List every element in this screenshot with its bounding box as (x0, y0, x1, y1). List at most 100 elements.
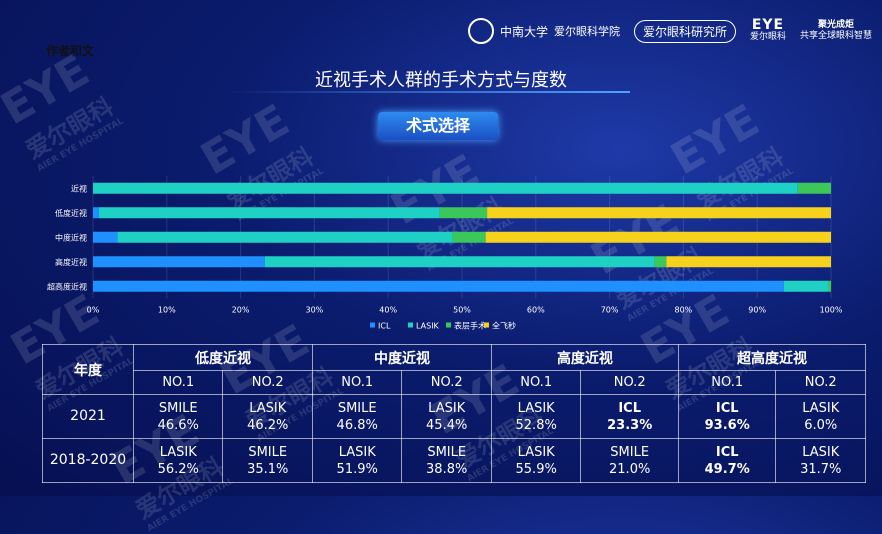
slogan-line2: 共享全球眼科智慧 (799, 31, 872, 41)
procedure-name: LASIK (517, 444, 555, 460)
bar-segment (783, 280, 829, 292)
x-tick-label: 80% (675, 306, 693, 315)
procedure-name: SMILE (248, 444, 288, 460)
procedure-percent: 23.3% (607, 417, 653, 433)
subheader-cell: NO.2 (775, 370, 866, 395)
procedure-percent: 35.1% (247, 461, 289, 477)
procedure-name: ICL (618, 400, 642, 416)
x-tick-label: 0% (87, 306, 100, 315)
bar-segment (264, 256, 655, 268)
page-title: 近视手术人群的手术方式与度数 (315, 70, 567, 91)
x-tick-label: 60% (527, 306, 545, 315)
table-cell: LASIK 31.7% (775, 438, 866, 483)
table-cell: LASIK 6.0% (775, 394, 866, 439)
table-cell: LASIK 45.4% (401, 394, 492, 439)
bar-segment (654, 256, 667, 268)
header-logos: 中南大学 爱尔眼科学院 爱尔眼科研究所 EYE 爱尔眼科 聚光成炬 共享全球眼科… (467, 17, 872, 44)
procedure-percent: 46.6% (157, 417, 199, 433)
subheader-cell: NO.2 (401, 370, 492, 395)
university-emblem-icon (467, 18, 494, 44)
school-name: 爱尔眼科学院 (553, 25, 620, 38)
y-category-label: 低度近视 (55, 208, 87, 218)
watermark-sub: AIER EYE HOSPITAL (145, 476, 236, 534)
table-cell: SMILE 35.1% (222, 438, 313, 483)
bar-segment (797, 182, 831, 194)
procedure-name: SMILE (427, 444, 467, 460)
x-tick-label: 90% (748, 306, 766, 315)
table-cell: SMILE 21.0% (580, 438, 679, 483)
x-tick-label: 10% (158, 306, 176, 315)
procedure-percent: 46.8% (336, 417, 378, 433)
year-header: 年度 (42, 344, 134, 395)
legend-swatch (484, 322, 489, 328)
subheader-cell: NO.1 (677, 370, 777, 395)
group-header: 低度近视 (133, 344, 313, 371)
subheader-cell: NO.1 (132, 370, 224, 395)
year-cell: 2018-2020 (42, 438, 134, 483)
x-tick-label: 100% (820, 306, 843, 315)
bar-segment (93, 256, 265, 268)
legend-swatch (370, 322, 375, 328)
procedure-name: LASIK (802, 400, 840, 416)
stacked-bar-chart: 0% 10% 20% 30% 40% 50% 60% 70% 80% 90% 100% 近视低度近视中… (47, 182, 843, 331)
procedure-percent: 93.6% (704, 417, 750, 433)
x-tick-label: 20% (232, 306, 250, 315)
bar-segment (439, 207, 488, 219)
x-tick-label: 50% (453, 306, 471, 315)
procedure-percent: 49.7% (704, 461, 750, 477)
procedure-name: ICL (715, 400, 739, 416)
procedure-percent: 46.2% (247, 417, 289, 433)
table-row: 2021 SMILE 46.6% LASIK 46.2% SMILE 46.8% LASIK 4… (42, 394, 866, 439)
table-cell: LASIK 52.8% (490, 394, 582, 439)
table-cell: ICL 49.7% (677, 438, 777, 483)
section-label: 术式选择 (378, 112, 498, 140)
x-tick-label: 70% (601, 306, 619, 315)
procedure-name: LASIK (428, 400, 466, 416)
legend-label: 全飞秒 (492, 321, 516, 331)
procedure-name: LASIK (159, 444, 197, 460)
author-label: 作者和文 (46, 44, 95, 58)
group-header: 中度近视 (311, 344, 492, 371)
group-header: 高度近视 (490, 344, 679, 371)
y-category-label: 中度近视 (55, 232, 87, 242)
slogan-logo: 聚光成炬 共享全球眼科智慧 (800, 20, 872, 42)
bar-segment (93, 182, 798, 194)
x-tick-label: 40% (379, 306, 397, 315)
table-cell: LASIK 51.9% (311, 438, 403, 483)
procedure-percent: 6.0% (804, 417, 838, 433)
subheader-cell: NO.2 (580, 370, 679, 395)
table-cell: ICL 93.6% (677, 394, 777, 439)
bar-segment (93, 231, 118, 243)
institute-badge: 爱尔眼科研究所 (633, 19, 736, 43)
table-cell: ICL 23.3% (580, 394, 679, 439)
subheader-cell: NO.2 (222, 370, 313, 395)
procedure-name: LASIK (249, 400, 287, 416)
group-header: 超高度近视 (677, 344, 867, 371)
procedure-name: SMILE (610, 444, 650, 460)
legend-swatch (408, 322, 413, 328)
y-category-label: 高度近视 (55, 257, 87, 267)
eye-logo: EYE 爱尔眼科 (750, 17, 786, 43)
procedure-name: LASIK (517, 400, 555, 416)
slogan-line1: 聚光成炬 (817, 20, 854, 30)
bar-segment (452, 231, 486, 243)
procedure-name: SMILE (158, 400, 198, 416)
year-cell: 2021 (42, 394, 134, 439)
bar-segment (666, 256, 831, 268)
subheader-cell: NO.1 (490, 370, 582, 395)
bar-segment (485, 231, 831, 243)
procedure-percent: 21.0% (609, 461, 651, 477)
title-underline (230, 91, 630, 93)
subheader-cell: NO.1 (311, 370, 403, 395)
eye-logo-mark: EYE (751, 17, 785, 33)
y-category-label: 超高度近视 (47, 281, 87, 291)
table-cell: SMILE 38.8% (401, 438, 492, 483)
bar-segment (93, 207, 99, 219)
bar-segment (98, 207, 440, 219)
procedure-percent: 45.4% (426, 417, 468, 433)
table-cell: SMILE 46.6% (132, 394, 224, 439)
bar-segment (117, 231, 453, 243)
procedure-name: LASIK (802, 444, 840, 460)
bar-segment (93, 280, 784, 292)
subheader-row: NO.1 NO.2 NO.1 NO.2 NO.1 NO.2 NO.1 NO.2 (43, 370, 866, 395)
